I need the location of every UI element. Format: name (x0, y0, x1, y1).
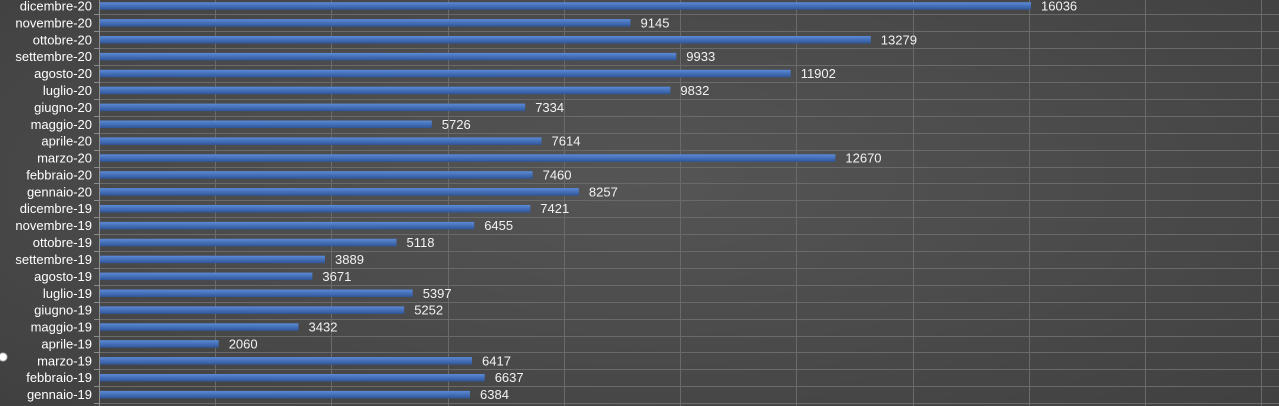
data-label: 5252 (414, 303, 443, 318)
bar-novembre-19 (99, 221, 475, 230)
gridlines (94, 0, 1279, 406)
category-label: aprile-20 (41, 134, 92, 149)
data-label: 6417 (482, 353, 511, 368)
chart-resize-handle[interactable] (0, 352, 8, 362)
bar-maggio-20 (99, 120, 432, 128)
data-label: 5726 (442, 117, 471, 132)
bar-gennaio-19 (99, 390, 470, 399)
category-label: luglio-20 (43, 83, 92, 98)
category-label: dicembre-19 (20, 201, 92, 216)
data-label: 7421 (540, 201, 569, 216)
category-label: novembre-19 (15, 218, 92, 233)
data-label: 5118 (407, 235, 435, 250)
category-label: settembre-19 (15, 252, 92, 267)
category-label: agosto-19 (34, 269, 92, 284)
bar-ottobre-20 (99, 36, 871, 44)
data-label: 3671 (322, 269, 351, 284)
data-label: 9933 (686, 49, 715, 64)
bar-agosto-19 (99, 272, 313, 281)
data-label: 12670 (845, 151, 881, 166)
data-label: 11902 (801, 66, 836, 81)
bar-settembre-20 (99, 52, 677, 61)
bars (99, 2, 1031, 399)
data-label: 6384 (480, 387, 509, 402)
category-label: giugno-20 (34, 100, 92, 115)
bar-ottobre-19 (99, 238, 397, 247)
data-label: 5397 (423, 286, 452, 301)
data-label: 7614 (552, 134, 581, 149)
category-label: febbraio-20 (26, 167, 92, 182)
bar-aprile-19 (99, 340, 219, 348)
bar-settembre-19 (99, 255, 325, 264)
category-label: febbraio-19 (26, 370, 92, 385)
bar-marzo-20 (99, 154, 836, 162)
data-label: 9145 (641, 15, 670, 30)
category-label: ottobre-20 (33, 32, 92, 47)
category-label: agosto-20 (34, 66, 92, 81)
bar-marzo-19 (99, 357, 472, 365)
category-label: settembre-20 (15, 49, 92, 64)
data-label: 7334 (535, 100, 564, 115)
data-label: 6637 (495, 370, 524, 385)
data-label: 6455 (484, 218, 513, 233)
category-label: maggio-20 (31, 117, 92, 132)
data-label: 7460 (543, 167, 572, 182)
bar-gennaio-20 (99, 188, 579, 196)
bar-agosto-20 (99, 69, 791, 78)
data-label: 13279 (881, 32, 917, 47)
bar-febbraio-19 (99, 374, 485, 382)
bar-luglio-20 (99, 86, 671, 95)
bar-giugno-19 (99, 306, 405, 314)
bar-luglio-19 (99, 289, 413, 297)
labels: dicembre-20 16036 novembre-20 9145 ottobre-2… (15, 0, 1077, 402)
category-label: novembre-20 (15, 15, 92, 30)
bar-novembre-20 (99, 19, 631, 27)
data-label: 3432 (309, 320, 338, 335)
bar-dicembre-19 (99, 205, 531, 213)
category-label: marzo-19 (37, 353, 92, 368)
category-label: aprile-19 (41, 336, 92, 351)
data-label: 2060 (229, 336, 258, 351)
bar-maggio-19 (99, 323, 299, 331)
category-label: gennaio-19 (27, 387, 92, 402)
data-label: 9832 (680, 83, 709, 98)
category-label: giugno-19 (34, 303, 92, 318)
category-label: dicembre-20 (20, 0, 92, 13)
bar-dicembre-20 (99, 2, 1031, 10)
category-label: gennaio-20 (27, 184, 92, 199)
category-label: marzo-20 (37, 151, 92, 166)
bar-febbraio-20 (99, 171, 533, 179)
bar-giugno-20 (99, 103, 526, 112)
category-label: luglio-19 (43, 286, 92, 301)
bar-aprile-20 (99, 137, 542, 145)
data-label: 3889 (335, 252, 364, 267)
data-label: 8257 (589, 184, 618, 199)
data-label: 16036 (1041, 0, 1077, 13)
category-label: maggio-19 (31, 320, 92, 335)
category-label: ottobre-19 (33, 235, 92, 250)
